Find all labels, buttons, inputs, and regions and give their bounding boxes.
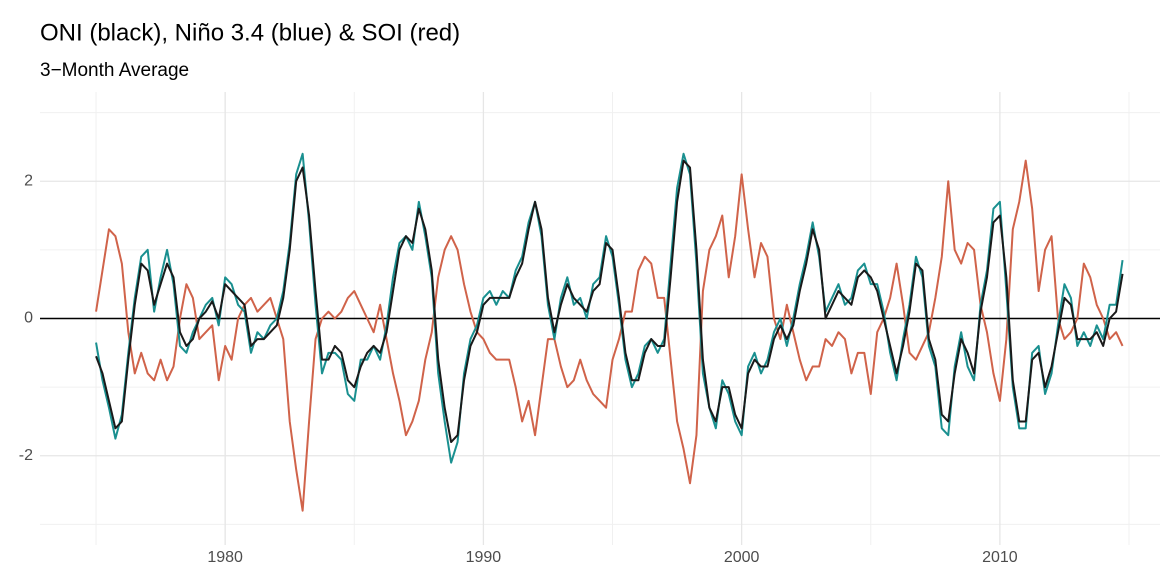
x-tick-label: 2010	[982, 549, 1018, 566]
chart-subtitle: 3−Month Average	[40, 60, 189, 81]
y-tick-label: 0	[24, 310, 33, 327]
x-tick-label: 2000	[724, 549, 760, 566]
chart-title: ONI (black), Niño 3.4 (blue) & SOI (red)	[40, 19, 460, 46]
x-tick-label: 1980	[207, 549, 243, 566]
y-tick-label: 2	[24, 172, 33, 189]
y-tick-label: -2	[19, 447, 33, 464]
series-line	[95, 159, 1124, 512]
x-tick-label: 1990	[466, 549, 502, 566]
series-line	[95, 159, 1124, 444]
series-line	[95, 152, 1124, 464]
